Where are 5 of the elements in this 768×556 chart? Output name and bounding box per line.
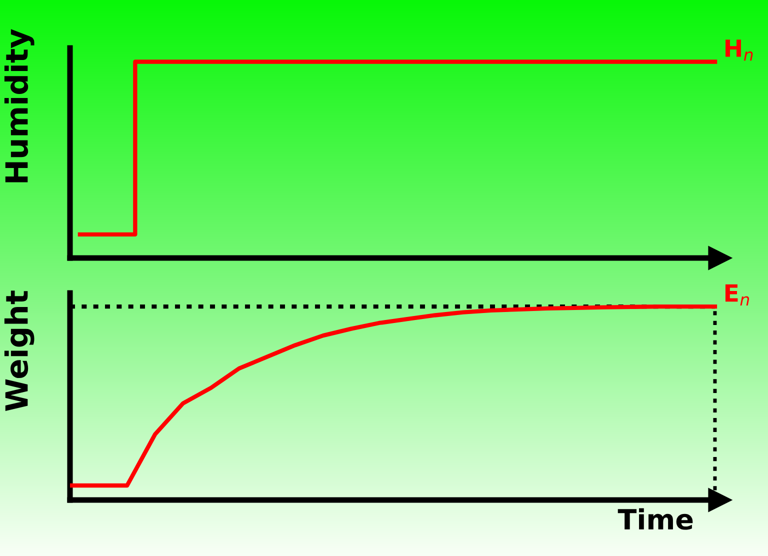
- text: E$_{n}$: [725, 284, 750, 306]
- y-axis-title: Humidity: [4, 29, 34, 182]
- y-axis-title: Weight: [4, 290, 34, 412]
- x-axis-title: Time: [618, 508, 693, 530]
- text: H$_{n}$: [726, 40, 753, 61]
